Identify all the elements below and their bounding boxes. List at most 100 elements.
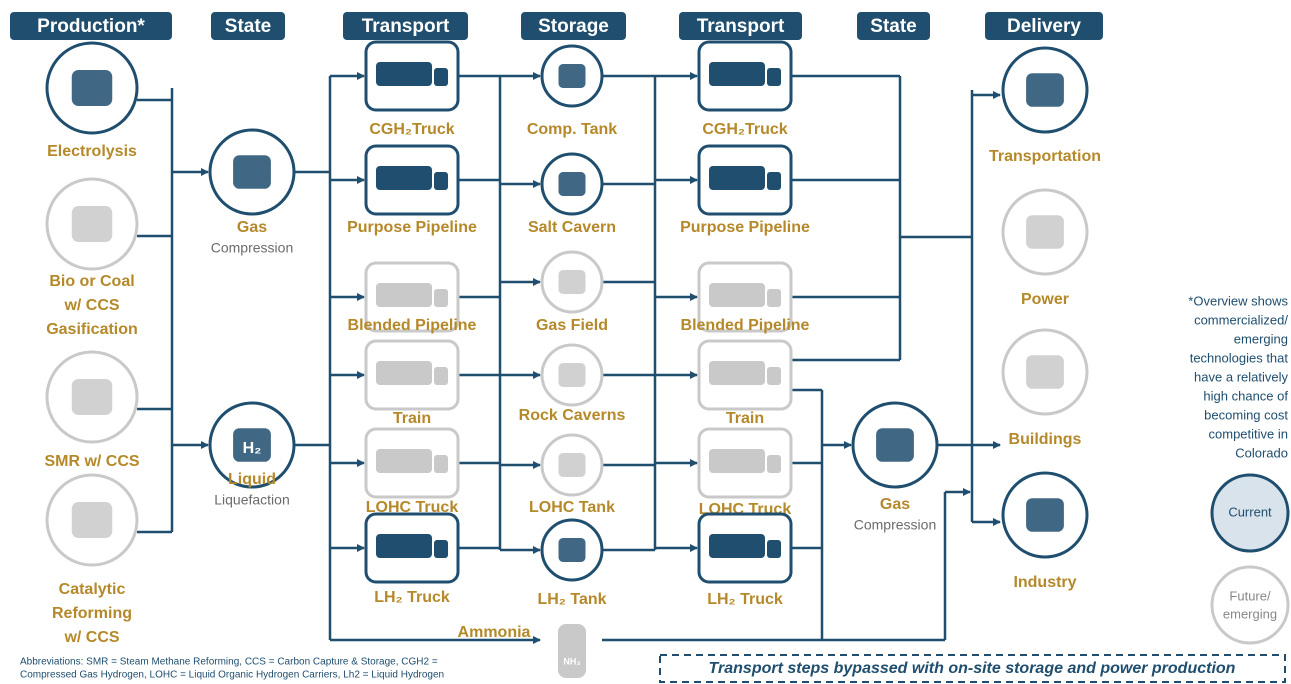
- node-label: Electrolysis: [47, 143, 137, 160]
- node-label: w/ CCS: [63, 629, 119, 646]
- node-label: Liquid: [228, 471, 276, 488]
- node-icon: [767, 367, 781, 385]
- legend-note: technologies that: [1190, 350, 1289, 365]
- header: Production*: [37, 16, 145, 37]
- header: Storage: [538, 16, 609, 37]
- node-label: w/ CCS: [63, 297, 119, 314]
- node-label: Gas Field: [536, 317, 608, 334]
- legend-future-label: Future/: [1229, 588, 1271, 603]
- node-label: CGH₂Truck: [702, 121, 787, 138]
- node-icon: [376, 62, 432, 86]
- legend-note: high chance of: [1203, 388, 1288, 403]
- node-icon: [709, 449, 765, 473]
- node-icon: [72, 379, 113, 415]
- node-icon: [376, 449, 432, 473]
- node-icon: [767, 540, 781, 558]
- node-icon: [376, 534, 432, 558]
- node-label: Rock Caverns: [519, 407, 626, 424]
- node-icon: [709, 166, 765, 190]
- node-icon: [559, 363, 586, 387]
- legend-future-label: emerging: [1223, 606, 1277, 621]
- node-icon: [1026, 73, 1064, 107]
- icon-text: NH₃: [563, 656, 580, 666]
- node-sublabel: Compression: [854, 517, 936, 533]
- node-icon: [559, 172, 586, 196]
- header: State: [225, 16, 271, 37]
- abbreviations: Abbreviations: SMR = Steam Methane Refor…: [20, 657, 438, 668]
- node-icon: [559, 453, 586, 477]
- legend-note: *Overview shows: [1188, 293, 1288, 308]
- node-icon: [709, 283, 765, 307]
- node-label: Gasification: [46, 321, 138, 338]
- cylinder: [558, 624, 586, 678]
- node-icon: [434, 68, 448, 86]
- node-label: Power: [1021, 291, 1069, 308]
- legend-note: have a relatively: [1194, 369, 1288, 384]
- node-sublabel: Liquefaction: [214, 492, 290, 508]
- node-icon: [376, 283, 432, 307]
- node-label: Gas: [880, 496, 910, 513]
- node-label: Train: [726, 410, 764, 427]
- legend-note: Colorado: [1235, 445, 1288, 460]
- node-icon: [434, 367, 448, 385]
- node-label: Train: [393, 410, 431, 427]
- node-icon: [767, 289, 781, 307]
- node-label: LH₂ Truck: [707, 591, 783, 608]
- node-icon: [376, 361, 432, 385]
- node-label: CGH₂Truck: [369, 121, 454, 138]
- legend-note: becoming cost: [1204, 407, 1288, 422]
- node-label: Purpose Pipeline: [347, 219, 477, 236]
- node-icon: [233, 155, 271, 189]
- node-label: Blended Pipeline: [348, 317, 477, 334]
- node-icon: [876, 428, 914, 462]
- node-icon: [72, 70, 113, 106]
- node-icon: [559, 270, 586, 294]
- node-label: LH₂ Tank: [537, 591, 606, 608]
- node-icon: [434, 540, 448, 558]
- node-label: Comp. Tank: [527, 121, 617, 138]
- node-label: Salt Cavern: [528, 219, 616, 236]
- node-sublabel: Compression: [211, 240, 293, 256]
- node-icon: [559, 538, 586, 562]
- node-icon: [434, 172, 448, 190]
- header: Delivery: [1007, 16, 1081, 37]
- node-icon: [1026, 498, 1064, 532]
- node-label: Industry: [1013, 574, 1076, 591]
- legend-current-label: Current: [1228, 504, 1272, 519]
- bypass-note: Transport steps bypassed with on-site st…: [709, 660, 1236, 677]
- node-label: Blended Pipeline: [681, 317, 810, 334]
- node-icon: [72, 502, 113, 538]
- icon-text: H₂: [243, 440, 262, 457]
- node-label: SMR w/ CCS: [44, 453, 139, 470]
- node-icon: [72, 206, 113, 242]
- node-icon: [1026, 355, 1064, 389]
- node-label: Bio or Coal: [49, 273, 134, 290]
- node-label: LH₂ Truck: [374, 589, 450, 606]
- node-icon: [709, 534, 765, 558]
- abbreviations: Compressed Gas Hydrogen, LOHC = Liquid O…: [20, 670, 444, 681]
- header: Transport: [362, 16, 450, 37]
- node-label: Catalytic: [59, 581, 126, 598]
- node-label: Buildings: [1009, 431, 1082, 448]
- node-label: Ammonia: [458, 624, 531, 641]
- legend-note: competitive in: [1209, 426, 1288, 441]
- node-label: Purpose Pipeline: [680, 219, 810, 236]
- node-icon: [376, 166, 432, 190]
- legend-future: [1212, 567, 1288, 643]
- node-icon: [709, 62, 765, 86]
- diagram: Transport steps bypassed with on-site st…: [0, 0, 1291, 684]
- node-label: Reforming: [52, 605, 132, 622]
- legend-note: commercialized/: [1194, 312, 1288, 327]
- node-icon: [709, 361, 765, 385]
- header: State: [870, 16, 916, 37]
- node-label: Transportation: [989, 148, 1101, 165]
- node-icon: [767, 455, 781, 473]
- node-icon: [434, 289, 448, 307]
- node-label: LOHC Tank: [529, 499, 615, 516]
- node-icon: [434, 455, 448, 473]
- node-label: Gas: [237, 219, 267, 236]
- node-icon: [559, 64, 586, 88]
- node-icon: [767, 68, 781, 86]
- header: Transport: [697, 16, 785, 37]
- legend-note: emerging: [1234, 331, 1288, 346]
